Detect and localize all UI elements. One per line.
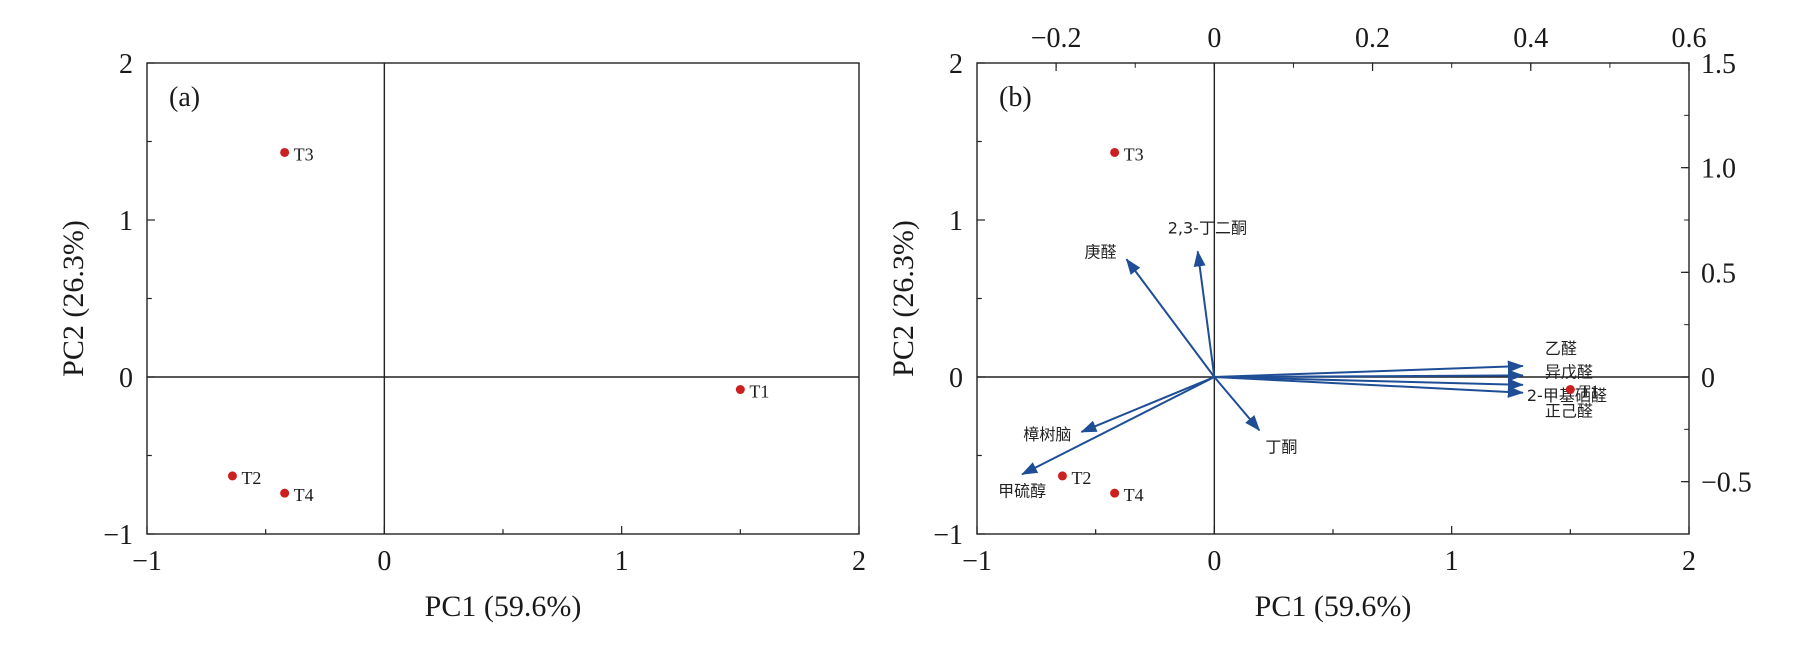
loading-vector: [1125, 258, 1216, 378]
y2-tick-label: 0: [1701, 363, 1715, 394]
sample-point-label: T3: [1124, 144, 1144, 164]
loading-vector: [1214, 376, 1524, 398]
sample-point-label: T4: [1124, 485, 1144, 505]
y-tick-label: 2: [119, 49, 133, 80]
loading-vector-label: 2-甲基硒醛: [1527, 386, 1607, 405]
sample-point: [1057, 471, 1067, 481]
loading-vector-label: 樟树脑: [1023, 425, 1071, 444]
sample-point-label: T1: [749, 382, 769, 402]
x2-tick-label: −0.2: [1031, 23, 1082, 54]
x2-tick-label: 0.4: [1513, 23, 1548, 54]
x-tick-label: 1: [615, 546, 629, 577]
sample-point: [1565, 385, 1575, 395]
y2-tick-label: 0.5: [1701, 258, 1736, 289]
panel-b-biplot: −1 0 1 2 −1 0 1 2 PC1 (59.6%) PC2 (26.3%) (b) −0.2 0…: [887, 23, 1752, 623]
x2-tick-label: 0.6: [1672, 23, 1707, 54]
panel-label: (a): [169, 82, 200, 113]
sample-point-label: T2: [1071, 468, 1091, 488]
y2-tick-label: 1.0: [1701, 154, 1736, 185]
x-tick-label: 0: [377, 546, 391, 577]
loading-vector: [1193, 250, 1216, 378]
sample-point: [280, 488, 290, 498]
y-axis-label: PC2 (26.3%): [887, 220, 920, 377]
x-tick-label: 2: [852, 546, 866, 577]
y-axis-label: PC2 (26.3%): [57, 220, 90, 377]
x-tick-label: 0: [1207, 546, 1221, 577]
loading-vector-label: 2,3-丁二酮: [1168, 218, 1247, 237]
loading-vector-label: 丁酮: [1265, 437, 1297, 456]
y-tick-label: −1: [103, 520, 133, 551]
y2-tick-label: 1.5: [1701, 49, 1736, 80]
sample-point: [1110, 488, 1120, 498]
loading-vector: [1214, 376, 1524, 391]
y-tick-label: 1: [949, 206, 963, 237]
loading-vector-label: 乙醛: [1545, 339, 1577, 358]
y-tick-label: 0: [119, 363, 133, 394]
loading-vector-label: 异戊醛: [1545, 362, 1593, 381]
sample-point-label: T4: [294, 485, 314, 505]
x-tick-label: 1: [1445, 546, 1459, 577]
x2-tick-label: 0.2: [1355, 23, 1390, 54]
sample-point-label: T2: [241, 468, 261, 488]
loading-vector-label: 庚醛: [1085, 242, 1117, 261]
x-axis-label: PC1 (59.6%): [425, 590, 582, 623]
y2-tick-label: −0.5: [1701, 468, 1752, 499]
panel-label: (b): [999, 82, 1032, 113]
x2-tick-label: 0: [1207, 23, 1221, 54]
loading-vector-label: 甲硫醇: [998, 481, 1046, 500]
x-axis-label: PC1 (59.6%): [1255, 590, 1412, 623]
loading-vector: [1080, 376, 1215, 433]
sample-point: [1110, 147, 1120, 157]
y-tick-label: 2: [949, 49, 963, 80]
sample-point-label: T3: [294, 144, 314, 164]
y-tick-label: 1: [119, 206, 133, 237]
x-tick-label: −1: [962, 546, 992, 577]
sample-point: [735, 385, 745, 395]
plot-frame: [146, 62, 860, 535]
y-tick-label: 0: [949, 363, 963, 394]
loading-vector: [1021, 376, 1215, 476]
sample-point-label: T1: [1579, 382, 1599, 402]
loading-vector: [1214, 369, 1524, 382]
loading-vector: [1213, 376, 1261, 432]
sample-point: [227, 471, 237, 481]
plot-frame: [976, 62, 1690, 535]
sample-point: [280, 147, 290, 157]
loading-vector-label: 正己醛: [1545, 402, 1593, 421]
x-tick-label: −1: [132, 546, 162, 577]
x-tick-label: 2: [1682, 546, 1696, 577]
panel-a-score-plot: −1 0 1 2 −1 0 1 2 PC1 (59.6%) PC2 (26.3%) (a) T1 T2 T…: [57, 49, 866, 623]
loading-vector: [1214, 360, 1524, 378]
y-tick-label: −1: [933, 520, 963, 551]
